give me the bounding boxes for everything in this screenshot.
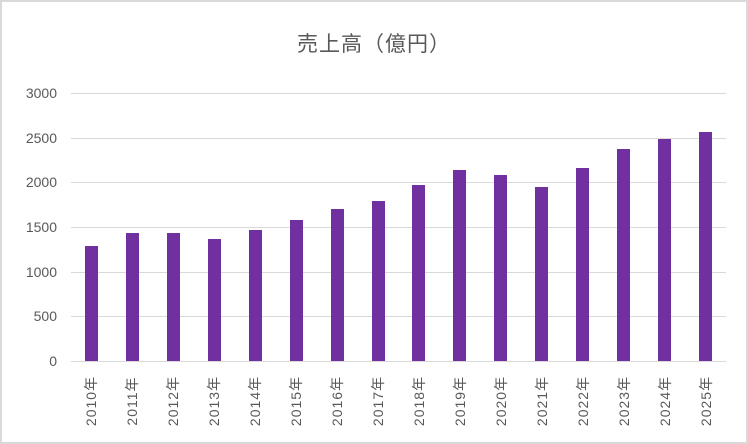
x-axis-label: 2021年 xyxy=(533,375,550,427)
chart-title: 売上高（億円） xyxy=(297,33,451,56)
y-axis-tick-label: 500 xyxy=(33,308,57,325)
x-axis-label: 2014年 xyxy=(247,375,264,427)
gridline xyxy=(71,137,726,139)
bar xyxy=(371,201,385,361)
y-axis-tick-label: 1500 xyxy=(25,219,57,235)
x-axis-label: 2015年 xyxy=(288,375,305,427)
x-axis-label: 2025年 xyxy=(697,375,714,427)
x-axis-label: 2024年 xyxy=(656,375,673,427)
bar xyxy=(699,132,713,361)
x-axis-label: 2022年 xyxy=(574,375,591,427)
bar xyxy=(207,238,221,361)
x-axis-label: 2016年 xyxy=(329,375,346,427)
bar xyxy=(535,186,549,361)
x-axis-label: 2017年 xyxy=(370,375,387,427)
bar xyxy=(289,219,303,361)
x-axis-label: 2013年 xyxy=(206,375,223,427)
plot-area xyxy=(71,93,726,362)
x-axis-label: 2020年 xyxy=(492,375,509,427)
gridline xyxy=(71,271,726,273)
gridline xyxy=(71,227,726,228)
bar xyxy=(412,185,426,361)
x-axis-label: 2011年 xyxy=(124,376,141,426)
gridline xyxy=(71,316,726,318)
bar xyxy=(330,209,344,361)
bar xyxy=(125,233,139,361)
x-axis-label: 2010年 xyxy=(83,375,100,427)
bar xyxy=(84,245,98,361)
bar xyxy=(658,139,672,361)
bar xyxy=(576,168,590,361)
y-axis-tick-label: 3000 xyxy=(25,85,57,101)
bar xyxy=(166,233,180,361)
gridline xyxy=(71,182,726,184)
bar xyxy=(494,175,508,361)
y-axis-tick-label: 2500 xyxy=(25,129,57,146)
bar xyxy=(248,229,262,361)
bar xyxy=(617,149,631,361)
gridline xyxy=(71,93,726,94)
bar xyxy=(453,169,467,361)
x-axis-label: 2018年 xyxy=(410,375,427,427)
x-axis-label: 2019年 xyxy=(451,375,468,427)
gridline xyxy=(71,361,726,362)
x-axis-label: 2023年 xyxy=(615,375,632,427)
x-axis-label: 2012年 xyxy=(165,375,182,427)
y-axis-tick-label: 1000 xyxy=(25,263,57,280)
y-axis-tick-label: 2000 xyxy=(25,174,57,191)
y-axis-tick-label: 0 xyxy=(49,353,57,369)
